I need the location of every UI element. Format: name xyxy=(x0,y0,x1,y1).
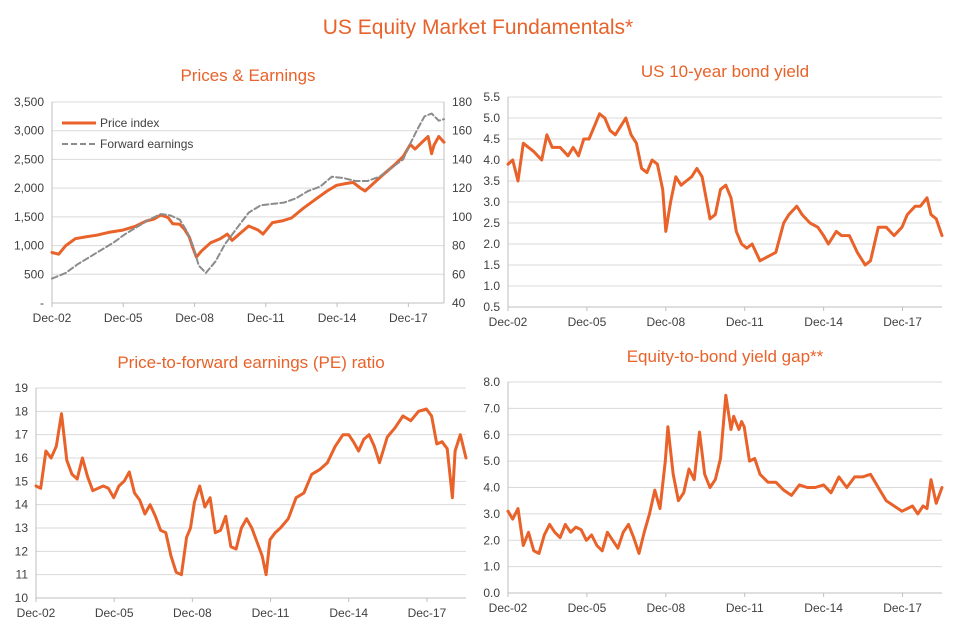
x-tick-label: Dec-05 xyxy=(568,601,607,615)
x-tick-label: Dec-02 xyxy=(33,311,72,325)
y-tick-label: 4.5 xyxy=(483,132,500,146)
y-tick-label: 15 xyxy=(15,474,29,488)
x-tick-label: Dec-17 xyxy=(883,601,922,615)
x-tick-label: Dec-17 xyxy=(408,606,447,620)
y-tick-label: 5.0 xyxy=(483,111,500,125)
y-tick-label: 1.5 xyxy=(483,258,500,272)
y-tick-label: 13 xyxy=(15,521,29,535)
x-tick-label: Dec-08 xyxy=(646,315,685,329)
y-right-tick-label: 40 xyxy=(452,296,466,310)
chart-title: Price-to-forward earnings (PE) ratio xyxy=(117,353,384,372)
y-tick-label: 1,000 xyxy=(14,239,44,253)
y-tick-label: 2,500 xyxy=(14,152,44,166)
x-tick-label: Dec-14 xyxy=(804,601,843,615)
series-line-main xyxy=(506,112,944,267)
y-tick-label: 2,000 xyxy=(14,181,44,195)
y-right-tick-label: 120 xyxy=(452,181,472,195)
y-tick-label: 6.0 xyxy=(483,428,500,442)
y-tick-label: 5.5 xyxy=(483,90,500,104)
y-right-tick-label: 60 xyxy=(452,267,466,281)
y-tick-label: 3.0 xyxy=(483,507,500,521)
x-tick-label: Dec-11 xyxy=(726,601,764,615)
chart-title: Prices & Earnings xyxy=(180,66,315,85)
legend: Price index Forward earnings xyxy=(62,116,193,151)
x-tick-label: Dec-08 xyxy=(175,311,214,325)
legend-label: Forward earnings xyxy=(100,137,193,151)
chart-bond-yield: US 10-year bond yield 0.5 1.0 1.5 2.0 2.5 3.0 3… xyxy=(483,62,944,329)
legend-label: Price index xyxy=(100,116,159,130)
y-tick-label: 1.0 xyxy=(483,279,500,293)
y-tick-label: 5.0 xyxy=(483,454,500,468)
y-tick-label: 3,000 xyxy=(14,124,44,138)
chart-yield-gap: Equity-to-bond yield gap** 0.0 1.0 2.0 3.0 4.… xyxy=(483,347,944,615)
y-right-tick-label: 80 xyxy=(452,239,466,253)
y-right-tick-label: 180 xyxy=(452,95,472,109)
y-tick-label: 12 xyxy=(15,544,29,558)
y-tick-label: 18 xyxy=(15,404,29,418)
y-right-tick-label: 160 xyxy=(452,124,472,138)
y-tick-label: 3.0 xyxy=(483,195,500,209)
x-tick-label: Dec-05 xyxy=(104,311,143,325)
x-tick-label: Dec-02 xyxy=(17,606,56,620)
chart-title: Equity-to-bond yield gap** xyxy=(627,347,824,366)
x-tick-label: Dec-11 xyxy=(247,311,285,325)
x-tick-label: Dec-05 xyxy=(95,606,134,620)
y-tick-label: 14 xyxy=(15,498,29,512)
x-tick-label: Dec-14 xyxy=(329,606,368,620)
y-tick-label: 2.0 xyxy=(483,237,500,251)
y-tick-label: 500 xyxy=(24,267,44,281)
y-tick-label: 19 xyxy=(15,381,29,395)
x-tick-label: Dec-02 xyxy=(489,315,528,329)
y-tick-label: 16 xyxy=(15,451,29,465)
series-line-main xyxy=(34,407,468,577)
y-tick-label: 17 xyxy=(15,428,29,442)
y-right-tick-label: 140 xyxy=(452,152,472,166)
chart-title: US 10-year bond yield xyxy=(641,62,809,81)
y-tick-label: 1.0 xyxy=(483,560,500,574)
x-tick-label: Dec-17 xyxy=(389,311,428,325)
y-tick-label: 2.5 xyxy=(483,216,500,230)
x-tick-label: Dec-14 xyxy=(318,311,357,325)
y-tick-label: 10 xyxy=(15,591,29,605)
x-tick-label: Dec-11 xyxy=(726,315,764,329)
x-tick-label: Dec-17 xyxy=(883,315,922,329)
chart-prices-earnings: Prices & Earnings - 500 1,000 1,500 2,000 2,50… xyxy=(14,66,472,325)
y-tick-label: 3,500 xyxy=(14,95,44,109)
y-tick-label: - xyxy=(40,296,44,310)
x-tick-label: Dec-14 xyxy=(804,315,843,329)
y-tick-label: 11 xyxy=(16,568,29,582)
chart-pe-ratio: Price-to-forward earnings (PE) ratio 10 11… xyxy=(15,353,468,620)
y-tick-label: 0.0 xyxy=(483,586,500,600)
y-tick-label: 7.0 xyxy=(483,401,500,415)
x-tick-label: Dec-02 xyxy=(489,601,528,615)
x-tick-label: Dec-11 xyxy=(252,606,290,620)
y-tick-label: 4.0 xyxy=(483,153,500,167)
x-tick-label: Dec-05 xyxy=(568,315,607,329)
y-tick-label: 1,500 xyxy=(14,210,44,224)
y-tick-label: 8.0 xyxy=(483,375,500,389)
y-tick-label: 4.0 xyxy=(483,481,500,495)
y-tick-label: 0.5 xyxy=(483,300,500,314)
x-tick-label: Dec-08 xyxy=(646,601,685,615)
series-line-main xyxy=(506,393,944,555)
series-line-forward-earnings xyxy=(51,112,445,280)
y-tick-label: 3.5 xyxy=(483,174,500,188)
y-tick-label: 2.0 xyxy=(483,533,500,547)
x-tick-label: Dec-08 xyxy=(173,606,212,620)
main-title: US Equity Market Fundamentals* xyxy=(322,16,634,39)
y-right-tick-label: 100 xyxy=(452,210,472,224)
series-line-price-index xyxy=(50,135,446,259)
